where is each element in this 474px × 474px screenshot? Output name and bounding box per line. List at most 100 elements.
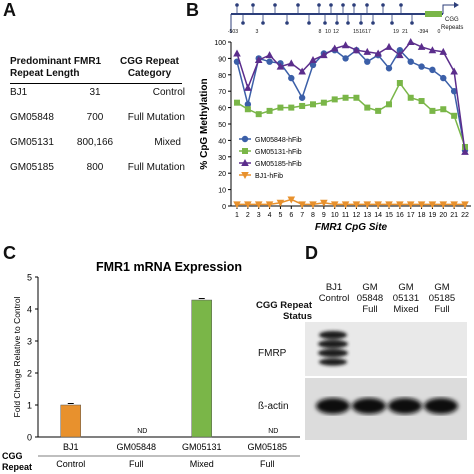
lane-name-2: 05848	[356, 293, 384, 304]
blot-header: CGG Repeat Status	[232, 300, 312, 322]
row-category: Mixed	[154, 137, 181, 148]
data-point	[439, 47, 448, 55]
actin-bands	[316, 398, 458, 414]
gene-position-label: -503	[228, 29, 238, 35]
cpg-site-dot	[346, 21, 350, 25]
cpg-site-dot	[329, 3, 333, 7]
data-point	[428, 201, 437, 209]
data-point	[364, 58, 371, 65]
nd-label: ND	[137, 428, 147, 435]
data-point	[374, 201, 382, 209]
cpg-site-dot	[381, 3, 385, 7]
data-point	[266, 58, 273, 65]
data-point	[342, 55, 349, 62]
row-label-line2: Repeat	[2, 462, 32, 472]
y-tick-label: 2	[27, 369, 32, 379]
data-point	[254, 56, 263, 64]
lane-name-2: 05185	[428, 293, 456, 304]
cpg-site-dot	[335, 21, 339, 25]
table-header-rule	[10, 83, 182, 84]
lane-name-2: 05131	[392, 293, 420, 304]
series-line	[236, 41, 466, 152]
row-line: GM05185	[10, 162, 54, 173]
table-row: GM05848 700 Full Mutation	[10, 112, 185, 126]
data-point	[353, 94, 360, 101]
blot-lane-label: BJ1 Control	[316, 282, 352, 304]
gene-position-label: 12	[333, 29, 339, 35]
x-tick-label: 3	[257, 212, 261, 219]
row-category: Full Mutation	[127, 162, 185, 173]
x-tick-label: 21	[450, 212, 458, 219]
series-3	[233, 196, 469, 209]
data-point	[396, 47, 404, 54]
x-tick-label: 1	[235, 212, 239, 219]
x-tick-label: BJ1	[63, 442, 79, 452]
cpg-site-dot	[273, 3, 277, 7]
lane-status: Full	[362, 304, 378, 315]
x-tick-label: 2	[246, 212, 250, 219]
data-point	[450, 88, 458, 95]
data-point	[341, 41, 350, 49]
cpg-site-dot	[261, 21, 265, 25]
gene-position-label: -394	[418, 29, 428, 35]
actin-band	[316, 398, 350, 414]
data-point	[417, 201, 426, 209]
x-tick-label: GM05131	[182, 442, 222, 452]
legend-label: GM05185-hFib	[255, 161, 302, 168]
actin-band	[352, 398, 386, 414]
legend-label: GM05848-hFib	[255, 137, 302, 144]
chart-title: FMR1 mRNA Expression	[96, 260, 242, 274]
data-point	[407, 58, 414, 65]
data-point	[309, 201, 317, 209]
repeat-status-label: Full	[260, 459, 275, 469]
data-point	[451, 112, 458, 119]
fmrp-blot-strip	[305, 322, 467, 376]
mrna-bar-chart: FMR1 mRNA Expression 0 1 2 3 4 5 Fold Change Re…	[2, 260, 300, 472]
data-point	[439, 201, 448, 209]
row-line: GM05848	[10, 112, 54, 123]
data-point	[320, 99, 327, 106]
data-point	[418, 98, 425, 105]
y-tick-label: 70	[218, 89, 226, 96]
lane-name-1: GM	[362, 282, 378, 293]
header-col1-line2: Repeat Length	[10, 68, 80, 79]
cpg-site-dot	[307, 21, 311, 25]
data-point	[298, 94, 306, 101]
y-tick-label: 80	[218, 73, 226, 80]
actin-band	[388, 398, 422, 414]
data-point	[233, 201, 241, 209]
data-point	[396, 201, 404, 209]
data-point	[440, 74, 447, 82]
panel-letter-c: C	[3, 243, 16, 263]
gene-position-label: 21	[402, 29, 408, 35]
x-tick-label: 9	[322, 212, 326, 219]
data-point	[299, 102, 306, 109]
cpg-site-dot	[390, 21, 394, 25]
series-line	[237, 198, 465, 206]
y-tick-label: 30	[218, 155, 226, 162]
x-tick-label: 18	[418, 212, 426, 219]
data-point	[450, 201, 458, 209]
data-point	[233, 49, 241, 57]
blot-lane-label: GM 05131 Mixed	[388, 282, 424, 315]
data-point	[374, 49, 382, 57]
data-point	[375, 107, 382, 114]
x-tick-label: 8	[311, 212, 315, 219]
gene-position-label: 3	[256, 29, 259, 35]
cgg-repeat-box	[425, 11, 442, 17]
data-point	[298, 201, 306, 209]
x-tick-label: GM05185	[247, 442, 287, 452]
repeat-status-label: Mixed	[190, 459, 214, 469]
data-point	[341, 201, 350, 209]
y-tick-label: 40	[218, 138, 226, 145]
data-point	[298, 67, 306, 75]
data-point	[320, 199, 328, 207]
data-point	[385, 42, 393, 50]
y-tick-label: 1	[27, 401, 32, 411]
data-point	[352, 46, 361, 54]
data-point	[309, 61, 317, 69]
data-point	[364, 104, 371, 111]
x-axis-title: FMR1 CpG Site	[315, 222, 388, 233]
cpg-site-dot	[359, 21, 363, 25]
data-point	[417, 42, 426, 50]
